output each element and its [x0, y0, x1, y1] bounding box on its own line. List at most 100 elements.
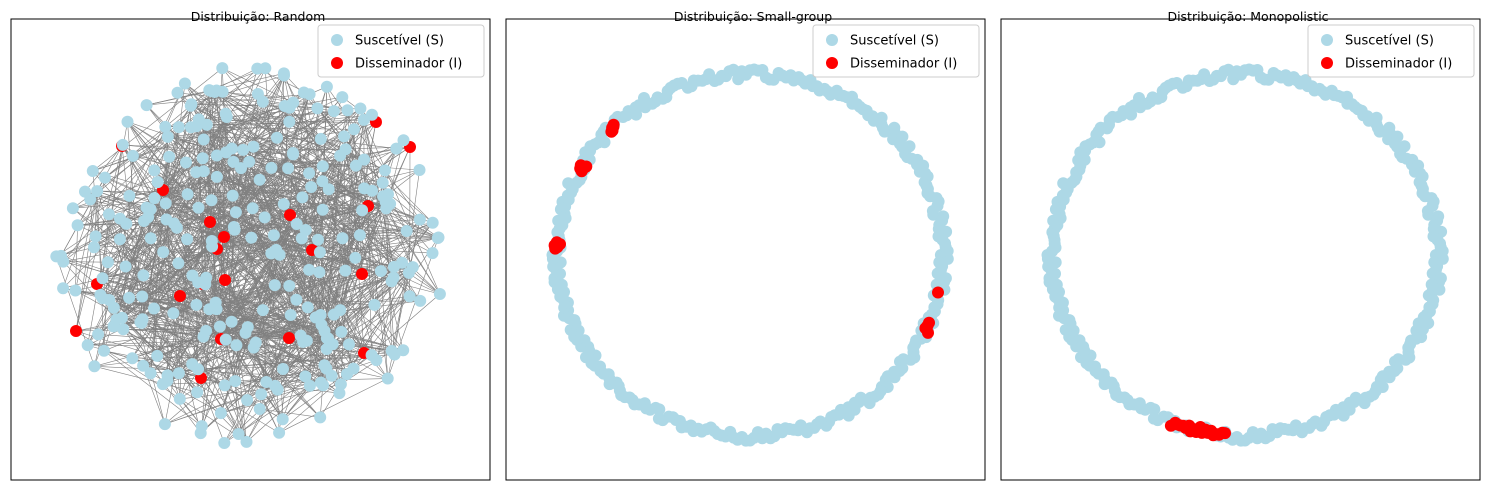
susceptible-node — [1057, 177, 1070, 190]
susceptible-node — [161, 130, 174, 143]
susceptible-node — [113, 233, 126, 246]
susceptible-node — [258, 211, 271, 224]
susceptible-node — [71, 219, 84, 232]
susceptible-node — [123, 189, 136, 202]
edge — [127, 121, 155, 171]
susceptible-node — [136, 290, 149, 303]
susceptible-node — [354, 102, 367, 115]
susceptible-node — [203, 84, 216, 97]
susceptible-node — [402, 266, 415, 279]
susceptible-node — [283, 115, 296, 128]
susceptible-node — [400, 225, 413, 237]
edge — [214, 91, 235, 230]
panel-title: Distribuição: Monopolistic — [1167, 9, 1329, 24]
edge — [324, 222, 433, 366]
susceptible-node — [390, 142, 403, 155]
susceptible-node — [241, 321, 254, 334]
edge — [288, 146, 411, 169]
edge — [333, 210, 363, 315]
susceptible-node — [218, 379, 231, 392]
susceptible-node — [206, 240, 219, 253]
susceptible-node — [297, 86, 310, 99]
susceptible-node — [96, 272, 109, 285]
edge — [146, 93, 258, 106]
susceptible-node — [1373, 125, 1386, 138]
susceptible-node — [121, 115, 134, 128]
edge — [167, 156, 170, 376]
susceptible-node — [316, 203, 329, 216]
panel-title: Distribuição: Random — [190, 9, 326, 24]
edge — [296, 299, 375, 306]
edge — [320, 155, 341, 316]
susceptible-node — [230, 339, 243, 352]
edge — [146, 104, 205, 172]
plot-frame — [10, 18, 491, 481]
nodes — [1041, 63, 1449, 447]
edge — [209, 89, 357, 166]
susceptible-node — [414, 294, 427, 307]
plot-frame — [505, 18, 986, 481]
susceptible-node — [160, 213, 173, 226]
edge — [206, 277, 388, 379]
edge — [154, 101, 263, 199]
susceptible-node — [1147, 412, 1160, 425]
edge — [216, 68, 266, 178]
susceptible-node — [267, 229, 280, 242]
plot-frame — [1000, 18, 1481, 481]
panel-small-group: Distribuição: Small-group Suscetível (S)… — [505, 0, 1001, 490]
edge — [315, 280, 392, 318]
edge — [143, 275, 204, 337]
edge — [211, 91, 226, 340]
infected-node — [932, 286, 944, 299]
edge — [186, 239, 193, 276]
panel-monopolistic: Distribuição: Monopolistic Suscetível (S… — [1000, 0, 1489, 490]
susceptible-node — [297, 335, 310, 348]
edge — [363, 119, 441, 295]
edge — [129, 195, 394, 278]
edge — [225, 339, 283, 420]
edge — [154, 197, 199, 283]
susceptible-node — [216, 62, 229, 75]
susceptible-node — [335, 325, 348, 338]
network-plot-random: Suscetível (S) Disseminador (I) — [10, 18, 491, 481]
edge — [141, 102, 294, 324]
edge — [234, 188, 365, 231]
susceptible-node — [81, 339, 94, 352]
susceptible-node — [256, 304, 269, 317]
susceptible-node — [247, 140, 260, 153]
edge — [236, 317, 316, 346]
edge — [296, 223, 439, 238]
susceptible-node — [213, 320, 226, 333]
edge — [212, 246, 394, 268]
susceptible-node — [126, 352, 139, 365]
susceptible-node — [379, 195, 392, 208]
susceptible-node — [181, 233, 194, 246]
edge — [94, 366, 198, 393]
edge — [191, 226, 235, 365]
edge — [209, 152, 294, 223]
edge — [198, 365, 325, 370]
susceptible-node — [273, 426, 286, 439]
susceptible-node — [126, 149, 139, 162]
susceptible-node — [287, 147, 299, 159]
edge — [196, 195, 233, 393]
susceptible-node — [282, 162, 295, 175]
susceptible-node — [219, 107, 232, 120]
susceptible-node — [197, 133, 210, 146]
edge — [262, 310, 267, 383]
susceptible-node — [343, 338, 355, 351]
susceptible-node — [191, 386, 204, 399]
edge — [339, 119, 365, 311]
susceptible-node — [255, 388, 268, 401]
edge — [259, 408, 321, 418]
susceptible-node — [251, 88, 264, 100]
edge — [187, 194, 235, 228]
susceptible-node — [88, 241, 100, 254]
susceptible-node — [205, 194, 218, 207]
susceptible-node — [271, 131, 283, 144]
edge — [63, 261, 117, 320]
susceptible-node — [1358, 397, 1371, 410]
susceptible-node — [151, 349, 164, 362]
susceptible-node — [210, 170, 223, 183]
susceptible-node — [196, 152, 209, 165]
